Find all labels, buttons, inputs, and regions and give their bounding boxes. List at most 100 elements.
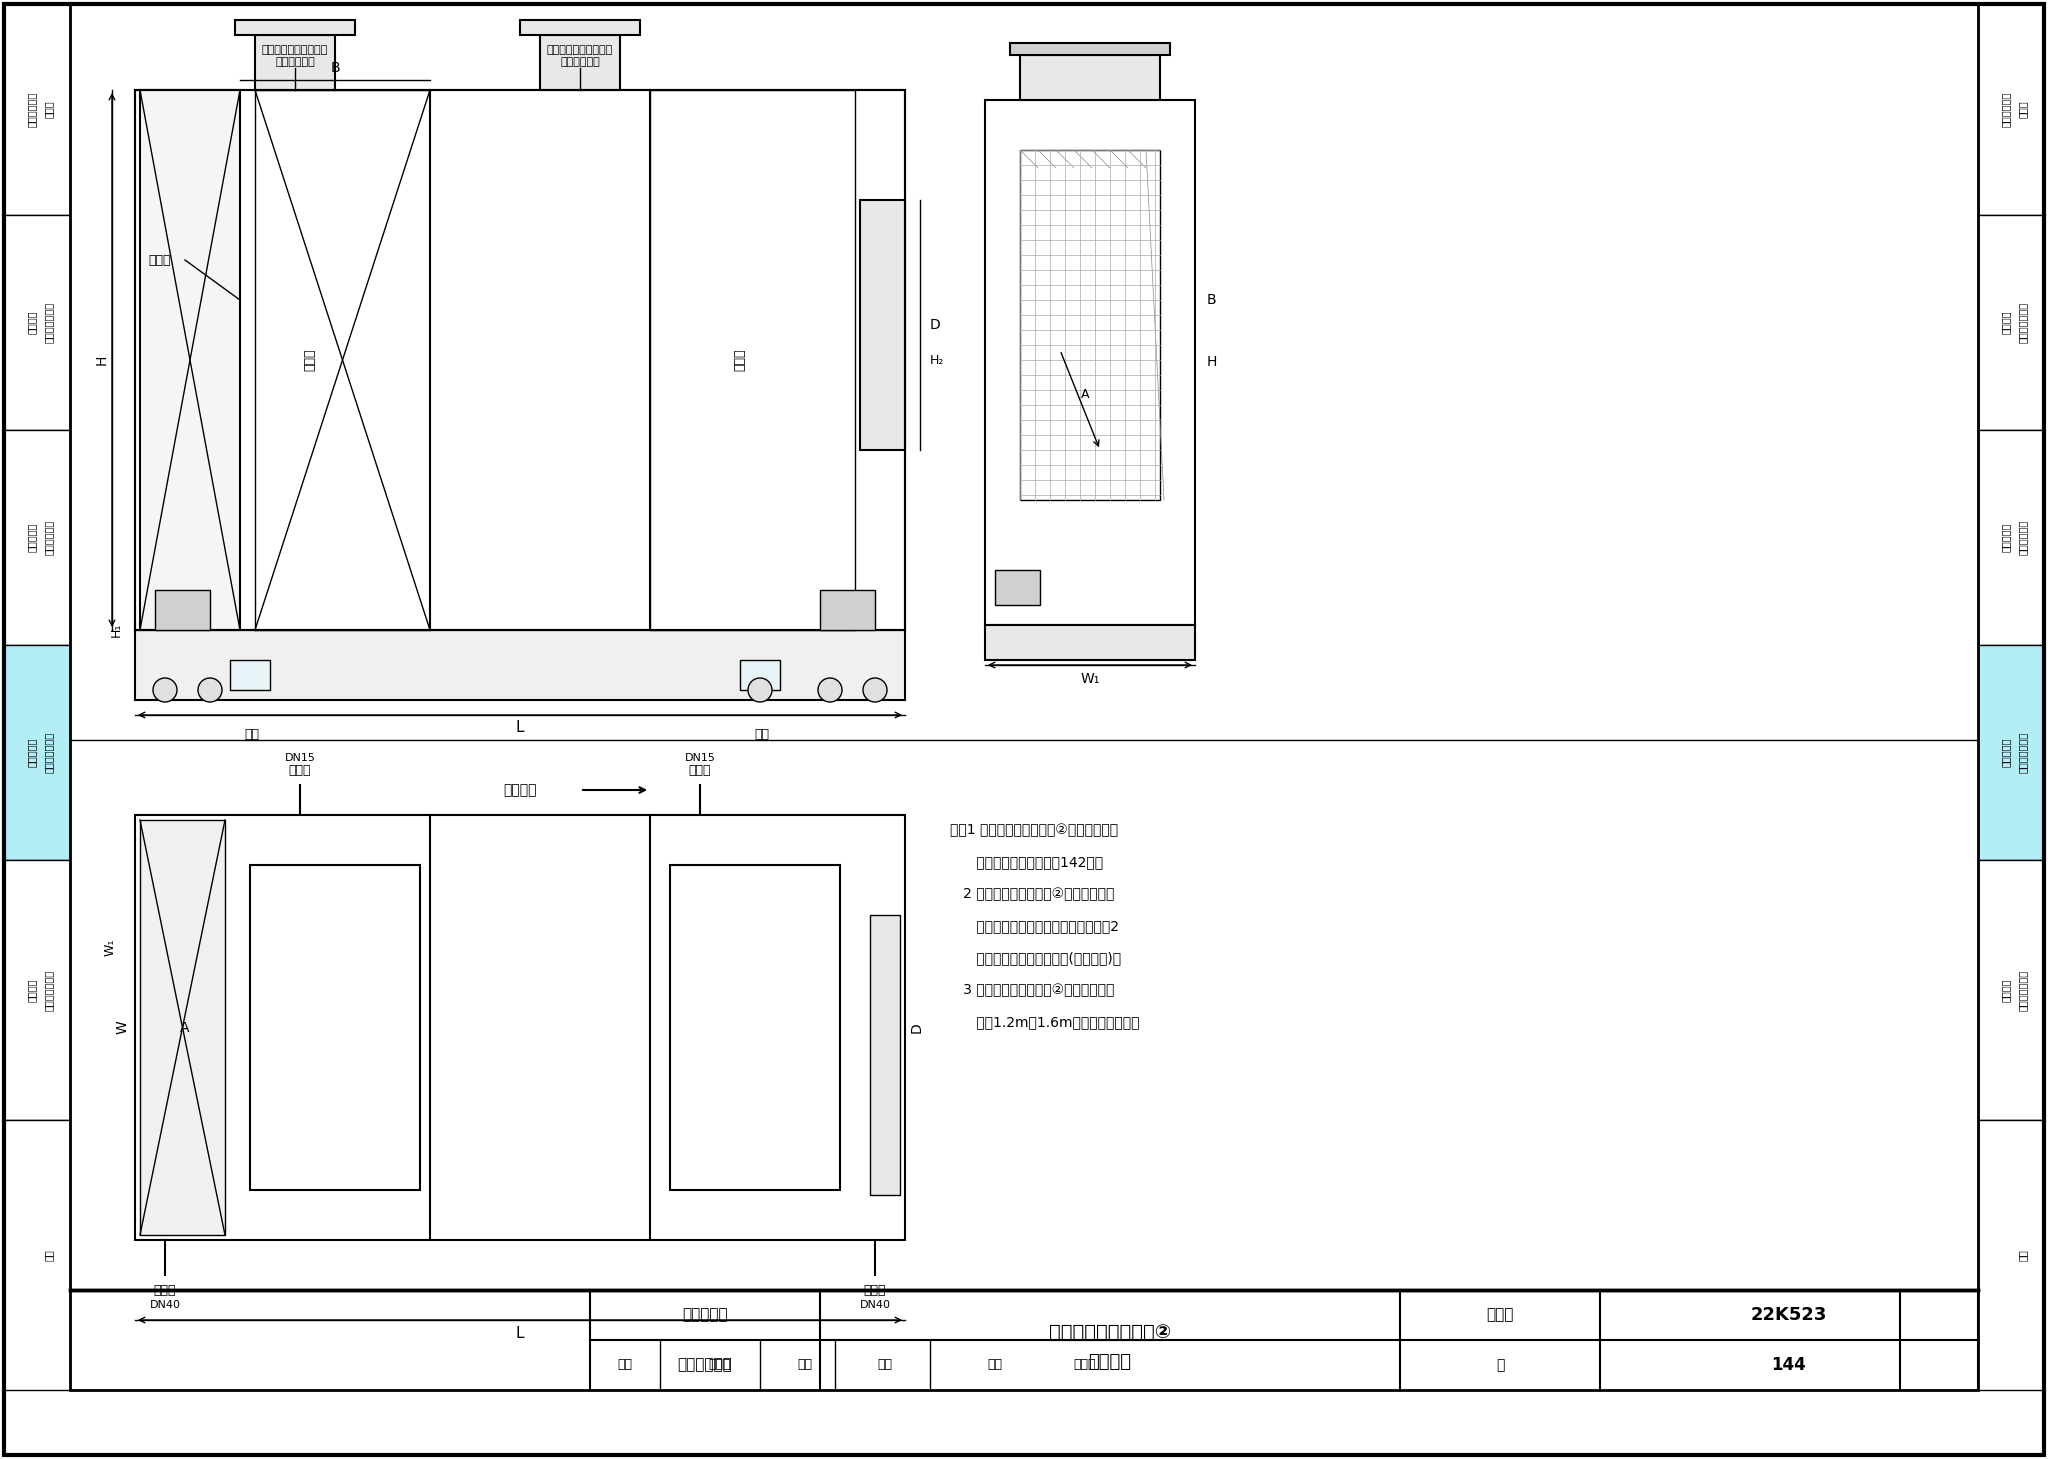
- Text: 孙永霞: 孙永霞: [1073, 1358, 1096, 1371]
- Text: 局部排风设备: 局部排风设备: [43, 519, 53, 554]
- Bar: [1010, 42, 1169, 55]
- Text: B: B: [1206, 293, 1217, 306]
- Text: 图集号: 图集号: [1487, 1307, 1513, 1322]
- Text: DN15: DN15: [684, 753, 715, 763]
- Text: 设计案例: 设计案例: [27, 311, 37, 334]
- Text: 页: 页: [1495, 1358, 1503, 1371]
- Text: 实验室: 实验室: [43, 101, 53, 118]
- Bar: [250, 865, 420, 1191]
- Bar: [229, 659, 270, 690]
- Bar: [4, 1121, 70, 1390]
- Bar: [1978, 430, 2044, 645]
- Text: 个单级一段两相错流吸收(含除雾段)。: 个单级一段两相错流吸收(含除雾段)。: [950, 951, 1120, 964]
- Text: 2 组合式废气净化装置②为双级两相错: 2 组合式废气净化装置②为双级两相错: [950, 887, 1114, 902]
- Text: 风阀与其他设备: 风阀与其他设备: [43, 732, 53, 773]
- Text: 实验室运行维护: 实验室运行维护: [43, 969, 53, 1011]
- Text: 进水口: 进水口: [688, 763, 711, 776]
- Circle shape: [154, 678, 176, 702]
- Text: 风阀与其他设备: 风阀与其他设备: [2017, 732, 2028, 773]
- Bar: [135, 816, 905, 1240]
- Bar: [1978, 645, 2044, 859]
- Text: D: D: [909, 1023, 924, 1033]
- Text: 外形尺寸: 外形尺寸: [1087, 1352, 1130, 1371]
- Bar: [870, 915, 899, 1195]
- Text: 流吸收装置，其处理措施有初过滤、2: 流吸收装置，其处理措施有初过滤、2: [950, 919, 1118, 932]
- Text: 初过滤: 初过滤: [150, 254, 172, 267]
- Text: A: A: [180, 1020, 190, 1034]
- Text: 144: 144: [1772, 1355, 1806, 1374]
- Bar: [1978, 859, 2044, 1121]
- Bar: [520, 20, 639, 35]
- Text: 排液口: 排液口: [864, 1284, 887, 1297]
- Bar: [739, 659, 780, 690]
- Text: DN40: DN40: [150, 1300, 180, 1310]
- Text: 校对: 校对: [797, 1358, 813, 1371]
- Bar: [139, 820, 225, 1234]
- Bar: [819, 589, 874, 630]
- Text: 审核: 审核: [618, 1358, 633, 1371]
- Text: DN15: DN15: [285, 753, 315, 763]
- Text: 局部排风设备: 局部排风设备: [2017, 519, 2028, 554]
- Text: 注：1 组合式废气净化装置②的性能参数和: 注：1 组合式废气净化装置②的性能参数和: [950, 823, 1118, 837]
- Text: 选用与安装: 选用与安装: [2001, 738, 2011, 767]
- Bar: [1978, 1121, 2044, 1390]
- Text: W₁: W₁: [1079, 673, 1100, 686]
- Text: 附录: 附录: [2017, 1249, 2028, 1261]
- Bar: [1020, 55, 1159, 101]
- Text: 排液口: 排液口: [154, 1284, 176, 1297]
- Text: 视镜: 视镜: [754, 728, 770, 741]
- Text: 实验室通风系统: 实验室通风系统: [43, 302, 53, 343]
- Text: 外形尺寸详见本图集第142页。: 外形尺寸详见本图集第142页。: [950, 855, 1104, 870]
- Text: 填料层: 填料层: [303, 349, 317, 371]
- Text: H₂: H₂: [930, 353, 944, 366]
- Bar: [156, 589, 211, 630]
- Bar: [985, 101, 1194, 624]
- Circle shape: [199, 678, 221, 702]
- Bar: [135, 90, 905, 630]
- Text: 实验室: 实验室: [2017, 101, 2028, 118]
- Text: 选用与安装: 选用与安装: [27, 522, 37, 552]
- Text: 张兢: 张兢: [877, 1358, 893, 1371]
- Text: 填料层: 填料层: [733, 349, 748, 371]
- Text: 管理要求: 管理要求: [2001, 978, 2011, 1002]
- Text: 进水口: 进水口: [289, 763, 311, 776]
- Bar: [4, 645, 70, 859]
- Text: 3 组合式废气净化装置②的操作侧至少: 3 组合式废气净化装置②的操作侧至少: [950, 983, 1114, 996]
- Bar: [4, 4, 70, 214]
- Text: 化学实验室: 化学实验室: [682, 1307, 727, 1322]
- Text: W: W: [117, 1021, 129, 1034]
- Text: D: D: [930, 318, 940, 333]
- Text: DN40: DN40: [860, 1300, 891, 1310]
- Text: B: B: [330, 61, 340, 74]
- Text: 留出1.2m～1.6m的操作检修空间。: 留出1.2m～1.6m的操作检修空间。: [950, 1015, 1139, 1029]
- Text: 实验室运行维护: 实验室运行维护: [2017, 969, 2028, 1011]
- Text: （含除雾段）: （含除雾段）: [559, 57, 600, 67]
- Text: 废气净化装置: 废气净化装置: [678, 1357, 733, 1373]
- Text: H: H: [1206, 356, 1217, 369]
- Text: 通风系统设计: 通风系统设计: [2001, 92, 2011, 127]
- Text: 单级一段两相错流吸收: 单级一段两相错流吸收: [547, 45, 612, 55]
- Bar: [1020, 150, 1159, 500]
- Bar: [4, 214, 70, 430]
- Bar: [135, 90, 905, 630]
- Text: 通风系统设计: 通风系统设计: [27, 92, 37, 127]
- Bar: [995, 570, 1040, 605]
- Text: 叶大琦: 叶大琦: [709, 1358, 731, 1371]
- Bar: [860, 200, 905, 449]
- Text: （含除雾段）: （含除雾段）: [274, 57, 315, 67]
- Text: 实验室通风系统: 实验室通风系统: [2017, 302, 2028, 343]
- Bar: [670, 865, 840, 1191]
- Bar: [135, 630, 905, 700]
- Text: W₁: W₁: [104, 938, 117, 956]
- Bar: [4, 859, 70, 1121]
- Bar: [1978, 214, 2044, 430]
- Text: 组合式废气净化装置②: 组合式废气净化装置②: [1049, 1322, 1171, 1341]
- Bar: [256, 35, 336, 90]
- Bar: [4, 430, 70, 645]
- Bar: [139, 90, 240, 630]
- Text: 选用与安装: 选用与安装: [2001, 522, 2011, 552]
- Text: 选用与安装: 选用与安装: [27, 738, 37, 767]
- Bar: [236, 20, 354, 35]
- Circle shape: [748, 678, 772, 702]
- Text: H: H: [94, 355, 109, 365]
